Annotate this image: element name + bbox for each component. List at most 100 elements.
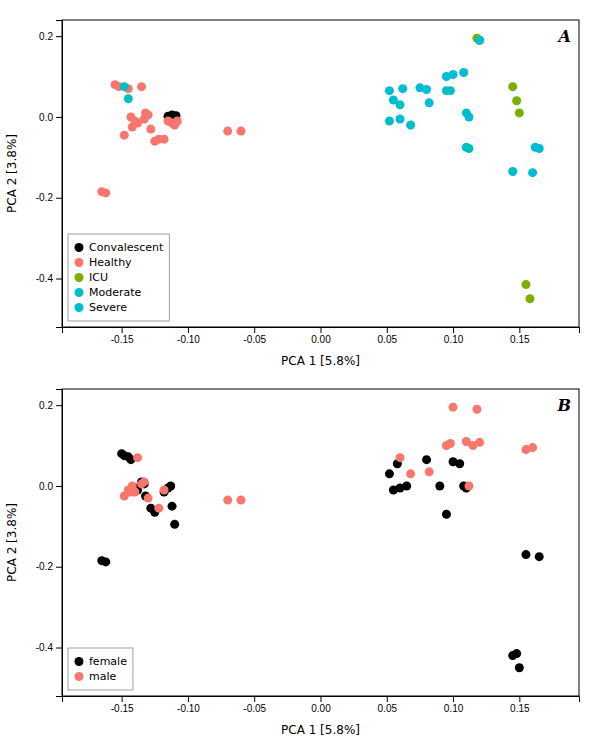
y-tick: -0.4 [36, 642, 62, 653]
point [236, 127, 245, 136]
x-tick-mark [188, 696, 189, 702]
x-tick: 0.10 [444, 696, 464, 714]
legend-label: ICU [89, 271, 108, 284]
x-tick-label: -0.15 [111, 334, 134, 345]
x-axis: -0.15-0.10-0.050.000.050.100.15 [63, 696, 580, 714]
legend-label: male [89, 670, 117, 683]
point [160, 485, 169, 494]
legend-item: female [75, 655, 128, 668]
x-axis-line [63, 328, 580, 334]
point [402, 481, 411, 490]
points [97, 403, 543, 673]
legend-label: Moderate [89, 286, 142, 299]
point [160, 135, 169, 144]
y-tick-label: -0.4 [36, 273, 54, 284]
point [528, 443, 537, 452]
x-tick-label: -0.15 [111, 703, 134, 714]
point [475, 438, 484, 447]
legend-label: Healthy [89, 256, 132, 269]
y-axis-title: PCA 2 [3.8%] [5, 503, 19, 582]
point [446, 439, 455, 448]
x-tick-label: -0.10 [177, 334, 200, 345]
series [120, 82, 474, 153]
x-tick-mark [321, 696, 322, 702]
point [512, 96, 521, 105]
plot-frame [62, 389, 579, 696]
legend-swatch [75, 258, 84, 267]
x-tick-label: 0.00 [311, 703, 331, 714]
legend-item: Severe [75, 301, 128, 314]
point [124, 94, 133, 103]
y-tick-mark [56, 279, 62, 280]
point [449, 70, 458, 79]
point [223, 127, 232, 136]
legend-item: Convalescent [75, 241, 164, 254]
point [144, 110, 153, 119]
legend-item: Moderate [75, 286, 142, 299]
legend-label: Severe [89, 301, 127, 314]
point [535, 144, 544, 153]
point [389, 95, 398, 104]
panel: -0.15-0.10-0.050.000.050.100.15-0.4-0.20… [5, 389, 580, 737]
legend: Convalescent Healthy ICU Moderate Severe [68, 234, 169, 321]
x-axis: -0.15-0.10-0.050.000.050.100.15 [63, 327, 580, 345]
point [455, 459, 464, 468]
point [475, 36, 484, 45]
x-tick: -0.05 [243, 696, 266, 714]
point [385, 469, 394, 478]
point [140, 477, 149, 486]
point [144, 494, 153, 503]
legend-swatch [75, 303, 84, 312]
legend-label: Convalescent [89, 241, 164, 254]
x-tick-mark [122, 696, 123, 702]
y-tick-mark [56, 117, 62, 118]
point [508, 82, 517, 91]
point [120, 131, 129, 140]
point [236, 496, 245, 505]
point [521, 280, 530, 289]
series [472, 34, 534, 304]
point [130, 488, 139, 497]
y-tick-label: 0.2 [39, 31, 53, 42]
y-tick-label: -0.4 [36, 642, 54, 653]
x-tick: -0.05 [243, 327, 266, 345]
x-tick: -0.10 [177, 327, 200, 345]
point [459, 68, 468, 77]
x-tick-label: 0.05 [378, 334, 398, 345]
y-tick: 0.2 [39, 400, 62, 411]
legend-frame [68, 234, 169, 321]
legend-swatch [75, 243, 84, 252]
y-tick-label: 0.0 [39, 481, 53, 492]
x-tick-label: 0.15 [510, 334, 530, 345]
x-tick-mark [387, 327, 388, 333]
point [442, 510, 451, 519]
point [535, 552, 544, 561]
y-tick-mark [56, 36, 62, 37]
x-tick: 0.05 [378, 696, 398, 714]
y-tick: -0.2 [36, 192, 62, 203]
x-tick-mark [321, 327, 322, 333]
point [422, 85, 431, 94]
legend: female male [68, 648, 133, 690]
y-tick: 0.2 [39, 31, 62, 42]
point [146, 125, 155, 134]
y-tick-mark [56, 486, 62, 487]
x-tick: -0.15 [111, 327, 134, 345]
legend-label: female [89, 655, 127, 668]
point [173, 116, 182, 125]
y-axis: -0.4 -0.2 0.0 0.2 [36, 21, 63, 328]
panel-label: A [557, 27, 571, 46]
x-tick-mark [254, 327, 255, 333]
point [515, 108, 524, 117]
y-tick-mark [56, 648, 62, 649]
point [101, 188, 110, 197]
legend-swatch [75, 273, 84, 282]
figure: -0.15 -0.10 -0.05 0.00 0.05 0.10 0.15 -0.4 -0.2 0… [0, 0, 597, 752]
x-tick-label: -0.05 [243, 703, 266, 714]
point [154, 504, 163, 513]
legend-swatch [75, 288, 84, 297]
x-axis-line [63, 697, 580, 703]
legend-swatch [75, 672, 84, 681]
y-tick: 0.0 [39, 112, 62, 123]
y-tick-label: -0.2 [36, 561, 54, 572]
